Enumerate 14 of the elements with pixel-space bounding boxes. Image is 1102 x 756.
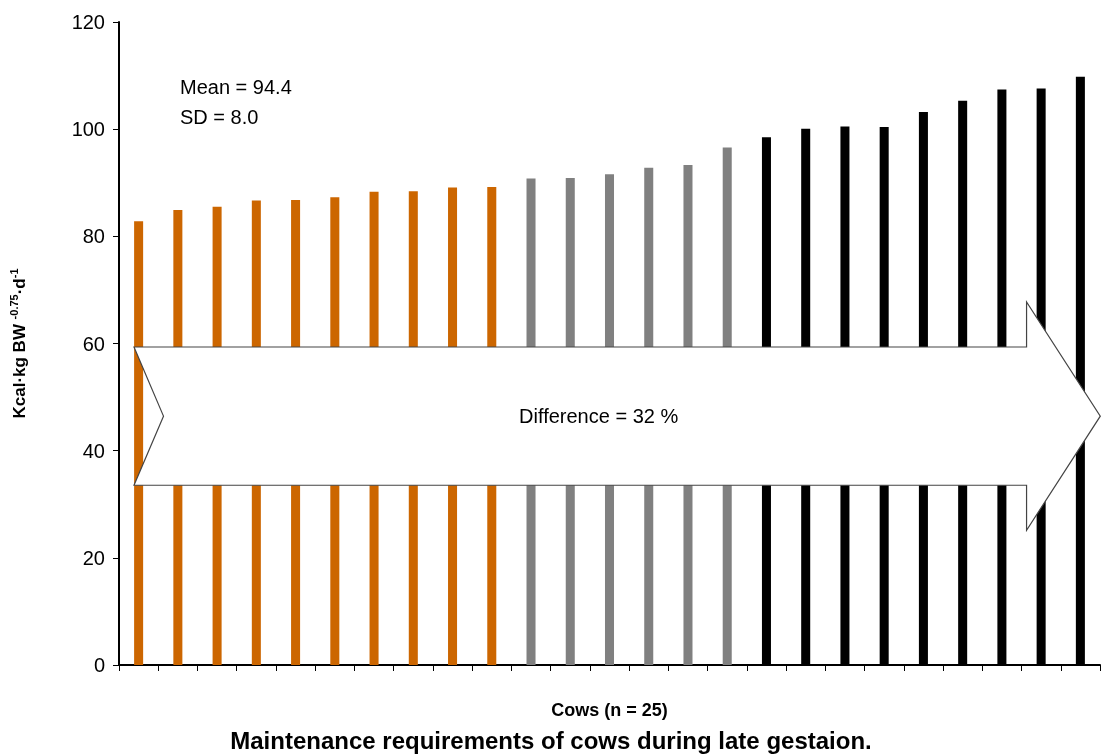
y-tick-label: 60 (82, 332, 105, 355)
text: Maintenance requirements of cows during late gestaion. (230, 726, 872, 754)
annotation: Difference = 32 % (519, 404, 679, 428)
y-axis-title: Kcal·kg BW -0.75·d-1 (7, 268, 29, 419)
x-axis-title: Cows (n = 25) (551, 700, 668, 720)
annotation: SD = 8.0 (180, 106, 259, 128)
y-tick-label: 0 (93, 654, 105, 676)
y-tick-label: 100 (71, 118, 105, 141)
annotation: Mean = 94.4 (180, 76, 292, 98)
y-tick-label: 20 (82, 546, 105, 569)
bar (134, 221, 144, 665)
y-tick-label: 80 (82, 225, 105, 248)
y-tick-label: 40 (82, 439, 105, 462)
y-tick-label: 120 (71, 11, 105, 33)
